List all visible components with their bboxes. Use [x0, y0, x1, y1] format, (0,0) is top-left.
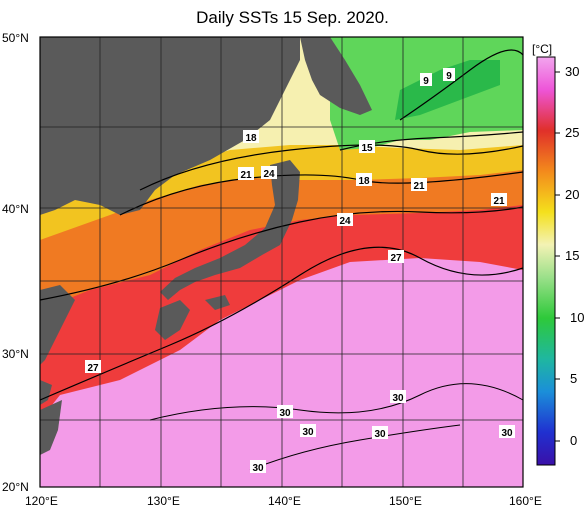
svg-text:21: 21	[493, 196, 505, 207]
svg-text:18: 18	[358, 176, 370, 187]
contour-label: 9	[420, 73, 432, 87]
contour-label: 21	[238, 167, 254, 181]
contour-labels: 18 24 21 15 18 21 21 24 27 27 9 9 30 30 …	[85, 68, 515, 474]
svg-text:15: 15	[361, 143, 373, 154]
contour-label: 21	[411, 178, 427, 192]
colorbar-tick-label: 10	[570, 310, 585, 325]
svg-text:27: 27	[390, 253, 402, 264]
contour-label: 27	[85, 360, 101, 374]
map-frame	[39, 36, 524, 488]
svg-text:24: 24	[263, 169, 275, 180]
svg-text:30: 30	[252, 463, 264, 474]
contour-label: 30	[499, 425, 515, 439]
contour-label: 21	[491, 193, 507, 207]
contour-label: 18	[243, 130, 259, 144]
colorbar-tick-label: 0	[570, 433, 578, 448]
lon-label: 120°E	[25, 494, 58, 508]
colorbar-tick-label: 5	[570, 371, 578, 386]
svg-text:27: 27	[87, 363, 99, 374]
lon-label: 160°E	[509, 494, 542, 508]
contour-label: 24	[337, 213, 353, 227]
svg-text:9: 9	[423, 76, 429, 87]
colorbar-tick-label: 15	[565, 248, 580, 263]
svg-text:30: 30	[501, 428, 513, 439]
lat-label: 30°N	[2, 347, 29, 361]
contour-label: 18	[356, 173, 372, 187]
svg-text:9: 9	[446, 71, 452, 82]
svg-text:30: 30	[302, 427, 314, 438]
colorbar-unit: [°C]	[532, 42, 553, 56]
svg-text:30: 30	[279, 408, 291, 419]
svg-text:30: 30	[392, 393, 404, 404]
colorbar	[536, 56, 556, 466]
contour-label: 15	[359, 140, 375, 154]
lon-label: 130°E	[147, 494, 180, 508]
land-masses	[40, 37, 372, 455]
svg-text:21: 21	[240, 170, 252, 181]
contour-label: 9	[443, 68, 455, 82]
contour-label: 27	[388, 250, 404, 264]
contour-label: 30	[390, 390, 406, 404]
contour-label: 30	[372, 426, 388, 440]
lat-label: 40°N	[2, 202, 29, 216]
contour-label: 30	[277, 405, 293, 419]
svg-text:30: 30	[374, 429, 386, 440]
lat-label: 50°N	[2, 31, 29, 45]
contour-label: 24	[261, 166, 277, 180]
svg-text:24: 24	[339, 216, 351, 227]
lon-label: 150°E	[389, 494, 422, 508]
svg-text:21: 21	[413, 181, 425, 192]
colorbar-tick-label: 25	[565, 125, 580, 140]
colorbar-tick-label: 20	[565, 187, 580, 202]
lat-lon-grid	[40, 37, 523, 487]
lat-label: 20°N	[2, 480, 29, 494]
svg-text:18: 18	[245, 133, 257, 144]
map-title: Daily SSTs 15 Sep. 2020.	[196, 8, 389, 27]
lon-label: 140°E	[268, 494, 301, 508]
contour-label: 30	[250, 460, 266, 474]
colorbar-tick-label: 30	[565, 64, 580, 79]
colorbar-ticks	[555, 71, 560, 442]
contour-label: 30	[300, 424, 316, 438]
